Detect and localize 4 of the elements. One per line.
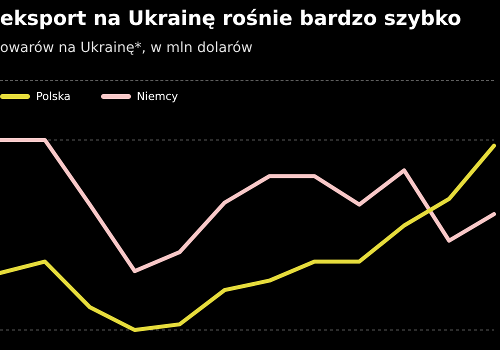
legend-label: Polska <box>36 90 71 103</box>
legend-label: Niemcy <box>136 90 178 103</box>
chart-title: eksport na Ukrainę rośnie bardzo szybko <box>0 6 462 30</box>
chart-subtitle: owarów na Ukrainę*, w mln dolarów <box>0 40 253 56</box>
